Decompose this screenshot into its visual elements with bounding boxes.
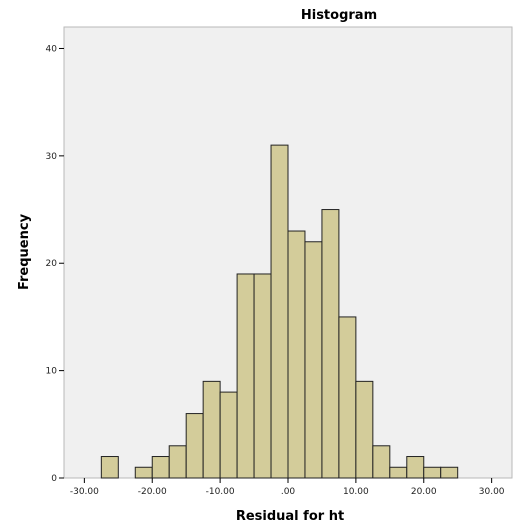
histogram-bar (287, 230, 306, 479)
histogram-bar (236, 273, 255, 479)
histogram-bar (219, 391, 238, 479)
x-tick-label: .00 (281, 487, 296, 497)
x-tick-label: 30.00 (479, 487, 505, 497)
histogram-bar (389, 466, 408, 479)
histogram-bar (253, 273, 272, 479)
y-tick-label: 40 (46, 44, 58, 54)
histogram-bar (321, 209, 340, 479)
x-tick-label: 10.00 (343, 487, 369, 497)
y-axis: 0 10 20 30 40 (46, 44, 64, 484)
histogram-bar (338, 316, 357, 479)
chart-title: Histogram (301, 8, 377, 23)
y-tick-label: 10 (46, 367, 58, 377)
y-axis-title: Frequency (17, 213, 32, 290)
histogram-bar (270, 144, 289, 479)
histogram-bar (406, 456, 425, 479)
histogram-bar (134, 466, 153, 479)
histogram-bar (355, 380, 374, 479)
x-axis-title: Residual for ht (236, 509, 344, 524)
histogram-bar (202, 380, 221, 479)
bars-group (100, 144, 459, 479)
y-tick-label: 0 (51, 474, 57, 484)
histogram-bar (100, 456, 119, 479)
y-tick-label: 20 (46, 259, 58, 269)
x-axis: -30.00 -20.00 -10.00 .00 10.00 20.00 30.00 (70, 478, 505, 497)
histogram-bar (440, 466, 459, 479)
x-tick-label: 20.00 (411, 487, 437, 497)
histogram-bar (423, 466, 442, 479)
x-tick-label: -20.00 (138, 487, 167, 497)
histogram-bar (304, 241, 323, 479)
histogram-bar (151, 456, 170, 479)
y-tick-label: 30 (46, 152, 58, 162)
x-tick-label: -10.00 (206, 487, 235, 497)
x-tick-label: -30.00 (70, 487, 99, 497)
histogram-bar (372, 445, 391, 479)
histogram-bar (168, 445, 187, 479)
histogram-bar (185, 413, 204, 479)
